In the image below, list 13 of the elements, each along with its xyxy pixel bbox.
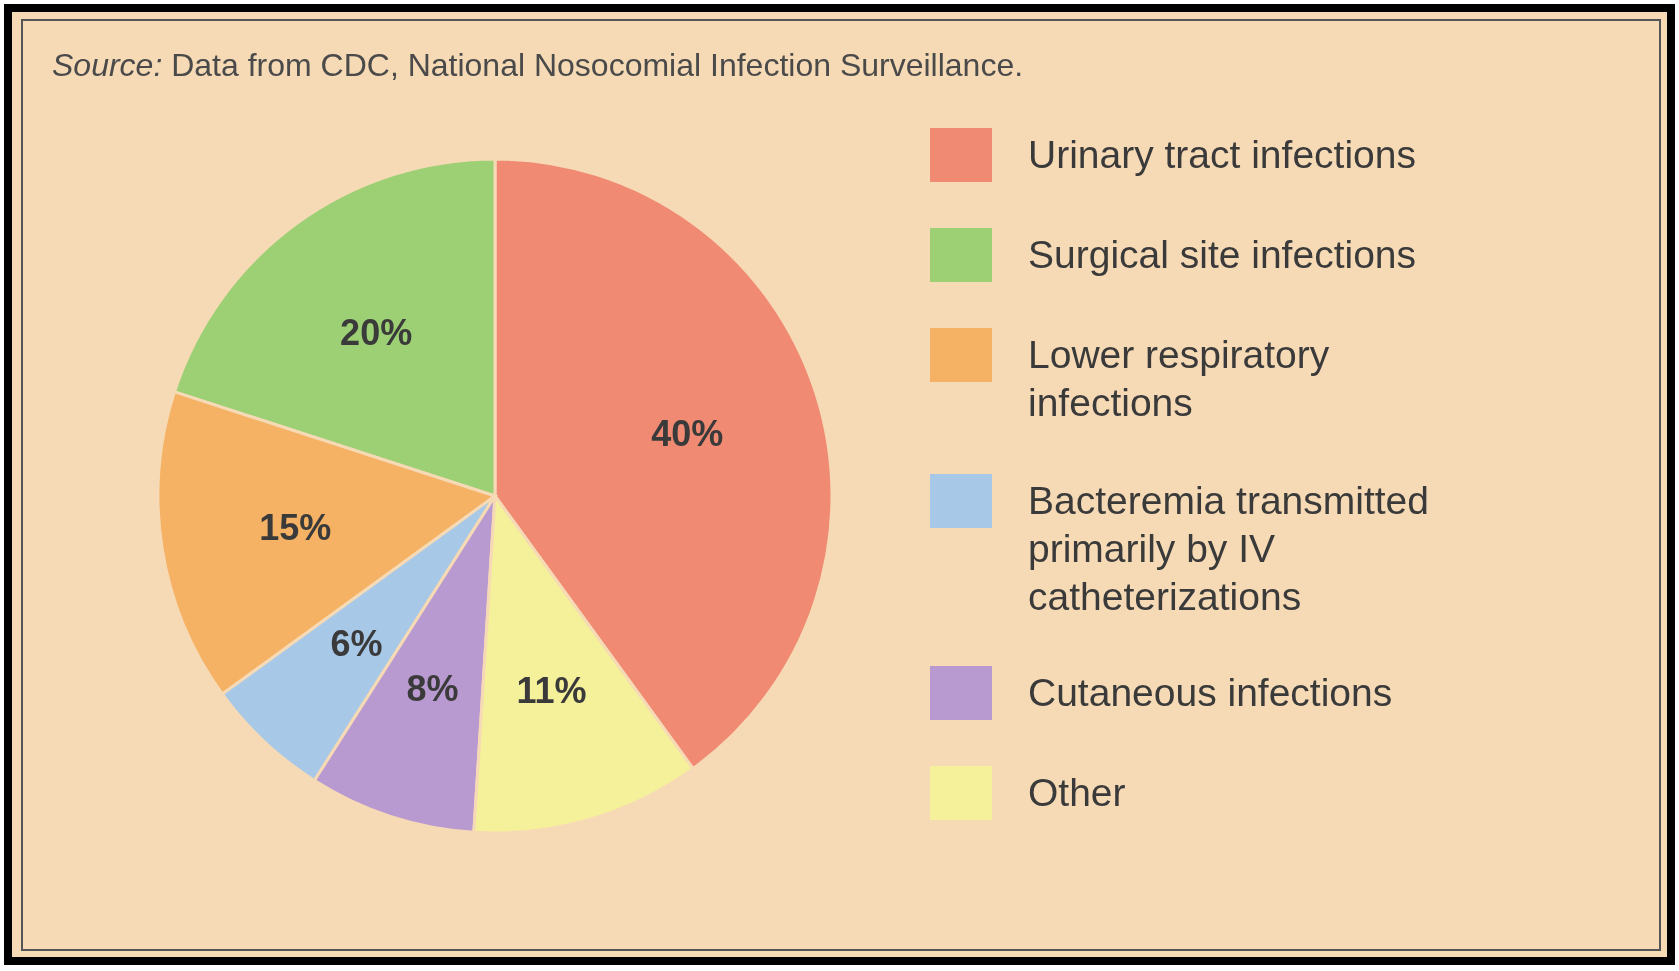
data-label: 11% xyxy=(516,669,587,711)
legend-label: Other xyxy=(1028,771,1126,814)
legend-label: Cutaneous infections xyxy=(1028,671,1393,714)
legend-label: Bacteremia transmitted primarily by IV catheterizations xyxy=(1028,479,1429,618)
legend-label: Surgical site infections xyxy=(1028,233,1417,276)
data-label: 8% xyxy=(406,667,459,709)
data-label: 6% xyxy=(330,623,383,664)
legend-label: Lower respiratory infections xyxy=(1028,333,1330,424)
legend-label: Urinary tract infections xyxy=(1028,133,1416,176)
data-label: 20% xyxy=(340,312,413,354)
source-note: Source: Data from CDC, National Nosocomial Infection Surveillance. xyxy=(52,47,1024,83)
data-label: 15% xyxy=(259,507,332,549)
data-label: 40% xyxy=(651,413,724,455)
